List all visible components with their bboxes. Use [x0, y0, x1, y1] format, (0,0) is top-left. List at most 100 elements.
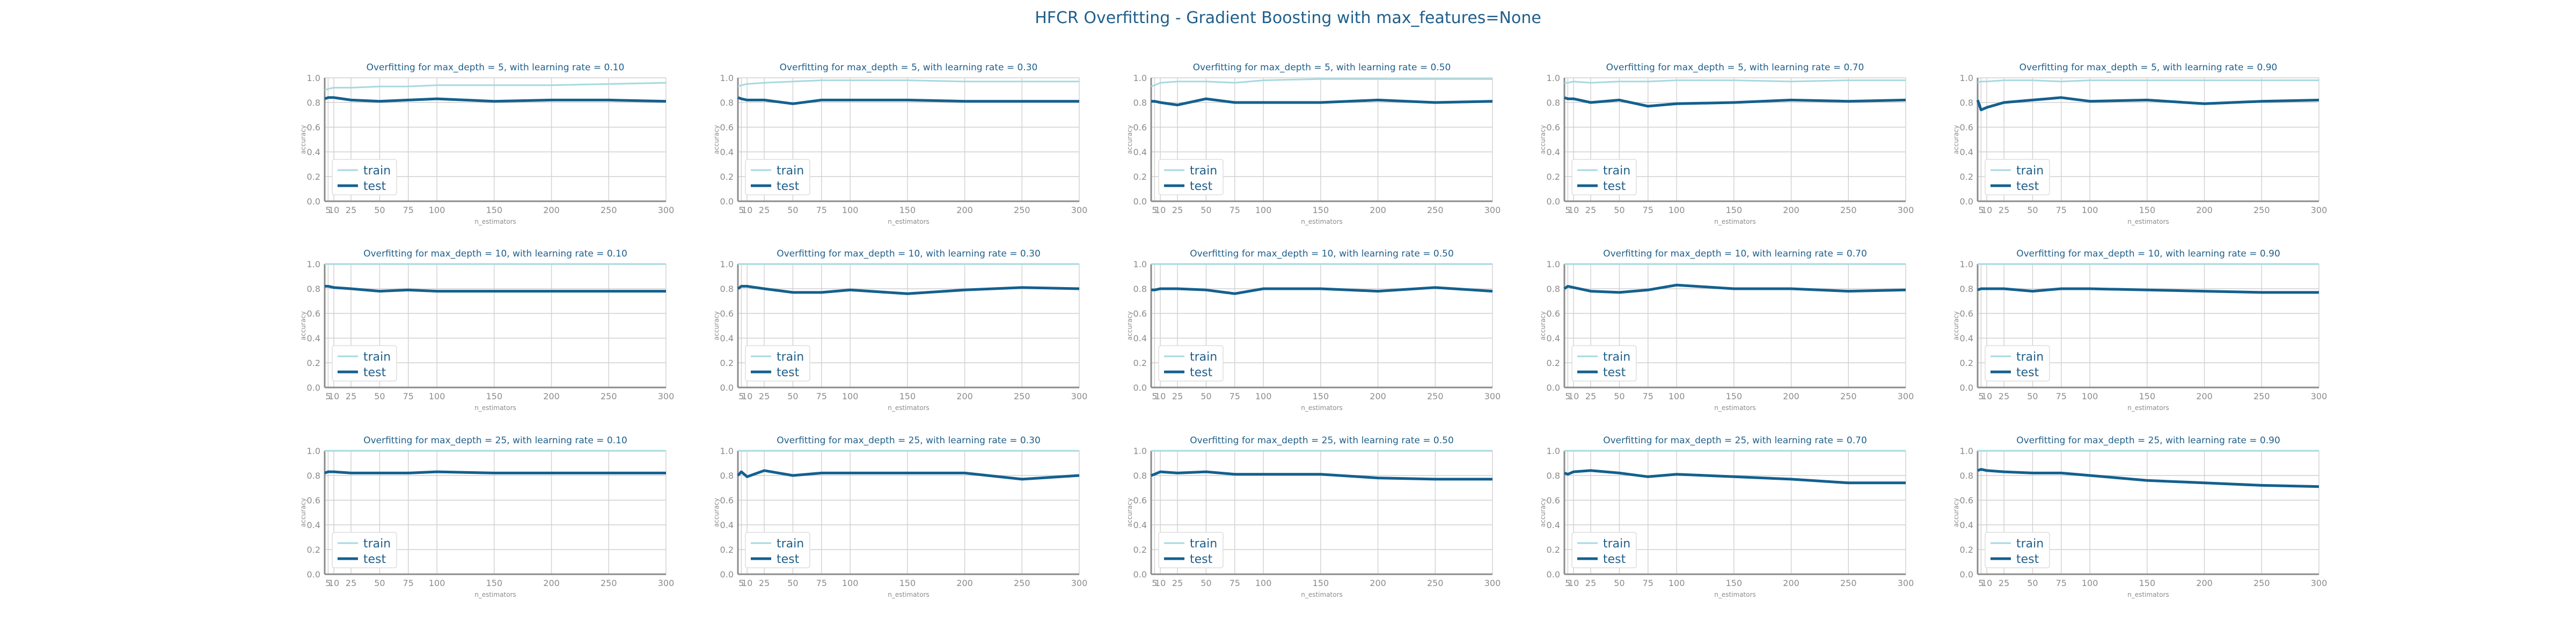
y-tick-label: 1.0: [720, 73, 734, 83]
x-axis-label: n_estimators: [888, 591, 930, 598]
legend: train test: [745, 345, 810, 382]
y-tick-label: 0.4: [307, 147, 320, 157]
x-tick-label: 50: [374, 391, 385, 401]
x-tick-label: 300: [1898, 578, 1914, 588]
x-tick-label: 10: [1155, 205, 1166, 215]
y-tick-label: 0.4: [720, 333, 734, 343]
x-tick-label: 50: [2027, 578, 2038, 588]
x-tick-label: 75: [816, 205, 827, 215]
x-tick-label: 100: [429, 391, 445, 401]
legend-label-test: test: [363, 553, 386, 566]
x-tick-label: 25: [759, 205, 770, 215]
x-tick-label: 10: [1981, 578, 1992, 588]
x-tick-label: 25: [759, 391, 770, 401]
x-tick-label: 5: [1978, 205, 1984, 215]
x-tick-label: 75: [1643, 205, 1653, 215]
subplot-6: Overfitting for max_depth = 10, with lea…: [299, 248, 674, 412]
x-tick-label: 75: [1230, 578, 1240, 588]
y-tick-label: 0.0: [1547, 569, 1560, 580]
subplot-title: Overfitting for max_depth = 10, with lea…: [777, 248, 1041, 259]
y-tick-label: 0.4: [1960, 333, 1973, 343]
x-tick-label: 200: [2196, 205, 2213, 215]
x-tick-label: 5: [1565, 205, 1570, 215]
x-tick-label: 100: [429, 578, 445, 588]
x-tick-label: 5: [1152, 578, 1157, 588]
y-axis-label: accuracy: [1539, 311, 1547, 340]
series-line-test: [1151, 286, 1493, 295]
y-tick-label: 0.0: [1547, 196, 1560, 207]
y-tick-label: 0.2: [1960, 358, 1973, 368]
y-tick-label: 0.8: [1960, 471, 1973, 481]
x-tick-label: 150: [1313, 578, 1329, 588]
y-tick-label: 0.4: [720, 520, 734, 530]
y-tick-label: 1.0: [720, 446, 734, 456]
x-tick-label: 300: [1071, 578, 1088, 588]
y-tick-label: 1.0: [1133, 259, 1147, 269]
x-tick-label: 25: [1999, 578, 2009, 588]
legend: train test: [1158, 159, 1224, 195]
x-tick-label: 5: [1565, 578, 1570, 588]
y-tick-label: 0.8: [720, 284, 734, 294]
y-tick-label: 0.8: [1547, 284, 1560, 294]
series-line-test: [325, 284, 666, 293]
x-tick-label: 50: [2027, 205, 2038, 215]
legend: train test: [332, 159, 397, 195]
legend-label-train: train: [1190, 164, 1217, 178]
x-tick-label: 150: [2139, 578, 2156, 588]
x-tick-label: 75: [403, 391, 414, 401]
y-tick-label: 0.4: [307, 520, 320, 530]
y-tick-label: 0.2: [307, 358, 320, 368]
x-tick-label: 25: [1999, 205, 2009, 215]
x-tick-label: 200: [1783, 391, 1799, 401]
subplot-12: Overfitting for max_depth = 25, with lea…: [713, 435, 1087, 598]
y-tick-label: 0.2: [1547, 358, 1560, 368]
x-tick-label: 10: [328, 205, 339, 215]
x-tick-label: 5: [1978, 391, 1984, 401]
legend-label-test: test: [2016, 366, 2039, 379]
subplot-5: Overfitting for max_depth = 5, with lear…: [1952, 62, 2327, 225]
series-line-test: [1151, 470, 1492, 481]
x-tick-label: 10: [328, 578, 339, 588]
x-tick-label: 50: [2027, 391, 2038, 401]
x-tick-label: 150: [1313, 205, 1329, 215]
x-tick-label: 200: [1370, 205, 1386, 215]
x-tick-label: 150: [2139, 205, 2156, 215]
x-tick-label: 50: [787, 578, 798, 588]
legend: train test: [745, 532, 810, 568]
x-tick-label: 10: [742, 578, 752, 588]
y-tick-label: 0.4: [1547, 147, 1560, 157]
y-tick-label: 0.6: [1133, 495, 1147, 506]
x-tick-label: 10: [742, 205, 752, 215]
subplot-title: Overfitting for max_depth = 25, with lea…: [1190, 435, 1454, 446]
legend: train test: [332, 532, 397, 568]
series-line-train: [737, 79, 1079, 87]
x-tick-label: 100: [1255, 205, 1272, 215]
x-tick-label: 300: [2311, 205, 2328, 215]
y-tick-label: 1.0: [1960, 259, 1973, 269]
x-tick-label: 150: [899, 578, 916, 588]
x-tick-label: 300: [1071, 391, 1088, 401]
x-tick-label: 250: [2253, 391, 2270, 401]
y-tick-label: 0.8: [1960, 284, 1973, 294]
subplot-8: Overfitting for max_depth = 10, with lea…: [1126, 248, 1501, 412]
x-axis-label: n_estimators: [888, 404, 930, 412]
y-tick-label: 0.8: [1547, 98, 1560, 108]
x-tick-label: 25: [1172, 578, 1183, 588]
x-tick-label: 100: [842, 205, 859, 215]
x-tick-label: 250: [1840, 205, 1857, 215]
y-tick-label: 0.2: [720, 172, 734, 182]
x-tick-label: 200: [543, 391, 560, 401]
series-line-test: [1564, 469, 1906, 485]
x-tick-label: 300: [2311, 578, 2328, 588]
series-line-test: [1977, 287, 2319, 294]
series-line-test: [324, 96, 667, 103]
x-tick-label: 100: [2082, 578, 2098, 588]
x-tick-label: 200: [2196, 578, 2213, 588]
y-tick-label: 0.4: [1133, 333, 1147, 343]
x-tick-label: 50: [1614, 205, 1624, 215]
subplot-4: Overfitting for max_depth = 5, with lear…: [1539, 62, 1914, 225]
x-tick-label: 250: [1014, 391, 1030, 401]
series-line-test: [737, 284, 1080, 295]
legend-label-train: train: [1190, 537, 1217, 551]
